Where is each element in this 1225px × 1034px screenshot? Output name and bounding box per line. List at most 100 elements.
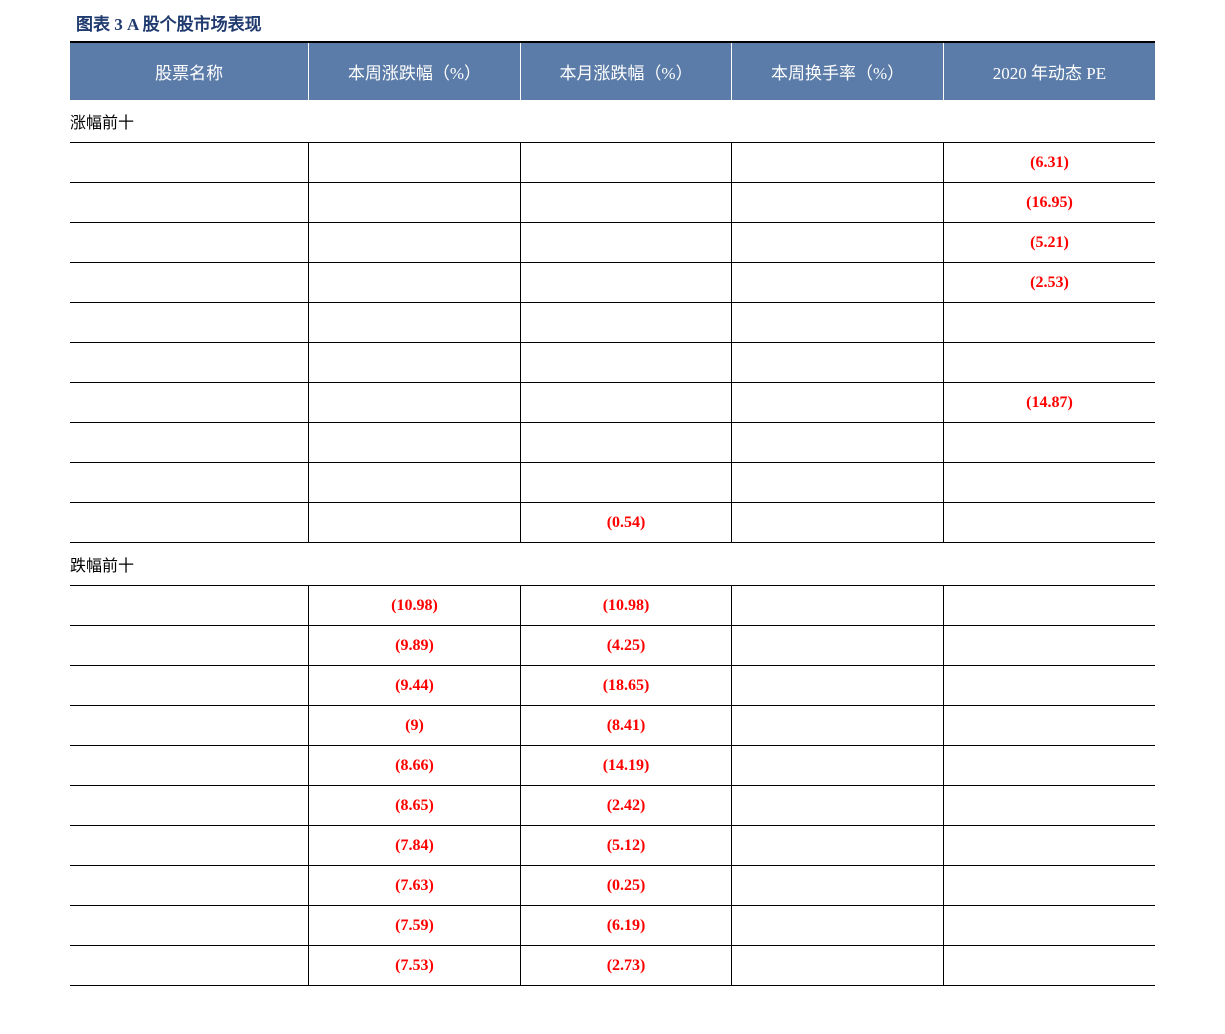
cell-pe bbox=[943, 906, 1155, 946]
cell-week-change: (10.98) bbox=[309, 586, 521, 626]
cell-stock-name bbox=[70, 626, 309, 666]
cell-week-change bbox=[309, 183, 521, 223]
cell-stock-name bbox=[70, 706, 309, 746]
cell-month-change: (8.41) bbox=[520, 706, 732, 746]
table-row: (7.84)(5.12) bbox=[70, 826, 1155, 866]
cell-pe bbox=[943, 423, 1155, 463]
cell-month-change bbox=[520, 143, 732, 183]
cell-month-change bbox=[520, 303, 732, 343]
cell-month-change: (0.25) bbox=[520, 866, 732, 906]
cell-month-change: (6.19) bbox=[520, 906, 732, 946]
cell-week-change bbox=[309, 263, 521, 303]
table-row: (8.65)(2.42) bbox=[70, 786, 1155, 826]
table-row: (0.54) bbox=[70, 503, 1155, 543]
cell-month-change: (18.65) bbox=[520, 666, 732, 706]
section-header-row: 跌幅前十 bbox=[70, 543, 1155, 586]
section-label: 涨幅前十 bbox=[70, 100, 1155, 143]
cell-stock-name bbox=[70, 786, 309, 826]
cell-turnover bbox=[732, 303, 944, 343]
table-row: (7.59)(6.19) bbox=[70, 906, 1155, 946]
cell-week-change: (7.63) bbox=[309, 866, 521, 906]
cell-pe bbox=[943, 866, 1155, 906]
cell-month-change: (2.73) bbox=[520, 946, 732, 986]
cell-turnover bbox=[732, 383, 944, 423]
chart-title: 图表 3 A 股个股市场表现 bbox=[70, 10, 1155, 35]
cell-month-change bbox=[520, 423, 732, 463]
cell-month-change: (4.25) bbox=[520, 626, 732, 666]
cell-stock-name bbox=[70, 666, 309, 706]
cell-turnover bbox=[732, 183, 944, 223]
cell-stock-name bbox=[70, 423, 309, 463]
cell-week-change: (7.84) bbox=[309, 826, 521, 866]
cell-turnover bbox=[732, 706, 944, 746]
table-row bbox=[70, 423, 1155, 463]
cell-turnover bbox=[732, 866, 944, 906]
cell-stock-name bbox=[70, 343, 309, 383]
cell-month-change bbox=[520, 183, 732, 223]
table-row: (7.53)(2.73) bbox=[70, 946, 1155, 986]
cell-stock-name bbox=[70, 906, 309, 946]
cell-pe: (5.21) bbox=[943, 223, 1155, 263]
cell-stock-name bbox=[70, 263, 309, 303]
cell-week-change: (9.89) bbox=[309, 626, 521, 666]
cell-turnover bbox=[732, 826, 944, 866]
table-row: (10.98)(10.98) bbox=[70, 586, 1155, 626]
table-row bbox=[70, 343, 1155, 383]
table-row: (8.66)(14.19) bbox=[70, 746, 1155, 786]
cell-week-change bbox=[309, 463, 521, 503]
table-row: (9.44)(18.65) bbox=[70, 666, 1155, 706]
table-row: (14.87) bbox=[70, 383, 1155, 423]
cell-turnover bbox=[732, 586, 944, 626]
cell-week-change: (9.44) bbox=[309, 666, 521, 706]
cell-pe: (2.53) bbox=[943, 263, 1155, 303]
cell-month-change: (14.19) bbox=[520, 746, 732, 786]
cell-turnover bbox=[732, 223, 944, 263]
table-body: 涨幅前十(6.31)(16.95)(5.21)(2.53) (14.87) (0.5… bbox=[70, 100, 1155, 986]
cell-week-change: (8.65) bbox=[309, 786, 521, 826]
cell-pe bbox=[943, 666, 1155, 706]
cell-month-change bbox=[520, 463, 732, 503]
cell-pe: (16.95) bbox=[943, 183, 1155, 223]
cell-week-change bbox=[309, 343, 521, 383]
cell-stock-name bbox=[70, 143, 309, 183]
cell-month-change: (0.54) bbox=[520, 503, 732, 543]
cell-stock-name bbox=[70, 586, 309, 626]
cell-week-change: (7.59) bbox=[309, 906, 521, 946]
col-header-name: 股票名称 bbox=[70, 42, 309, 100]
cell-stock-name bbox=[70, 746, 309, 786]
cell-stock-name bbox=[70, 303, 309, 343]
cell-turnover bbox=[732, 786, 944, 826]
cell-pe: (6.31) bbox=[943, 143, 1155, 183]
cell-turnover bbox=[732, 263, 944, 303]
cell-pe bbox=[943, 746, 1155, 786]
cell-pe bbox=[943, 503, 1155, 543]
cell-week-change: (9) bbox=[309, 706, 521, 746]
cell-month-change bbox=[520, 343, 732, 383]
cell-pe bbox=[943, 626, 1155, 666]
cell-month-change bbox=[520, 263, 732, 303]
table-row: (5.21) bbox=[70, 223, 1155, 263]
cell-pe bbox=[943, 786, 1155, 826]
section-label: 跌幅前十 bbox=[70, 543, 1155, 586]
cell-month-change: (2.42) bbox=[520, 786, 732, 826]
col-header-week-change: 本周涨跌幅（%） bbox=[309, 42, 521, 100]
stock-performance-table: 股票名称 本周涨跌幅（%） 本月涨跌幅（%） 本周换手率（%） 2020 年动态… bbox=[70, 41, 1155, 986]
cell-pe bbox=[943, 826, 1155, 866]
table-row: (7.63)(0.25) bbox=[70, 866, 1155, 906]
cell-pe bbox=[943, 343, 1155, 383]
col-header-pe: 2020 年动态 PE bbox=[943, 42, 1155, 100]
cell-week-change: (8.66) bbox=[309, 746, 521, 786]
table-header-row: 股票名称 本周涨跌幅（%） 本月涨跌幅（%） 本周换手率（%） 2020 年动态… bbox=[70, 42, 1155, 100]
cell-week-change bbox=[309, 143, 521, 183]
cell-week-change bbox=[309, 423, 521, 463]
table-row: (9.89)(4.25) bbox=[70, 626, 1155, 666]
cell-pe bbox=[943, 463, 1155, 503]
cell-turnover bbox=[732, 626, 944, 666]
cell-turnover bbox=[732, 143, 944, 183]
cell-turnover bbox=[732, 666, 944, 706]
cell-pe bbox=[943, 946, 1155, 986]
col-header-turnover: 本周换手率（%） bbox=[732, 42, 944, 100]
cell-pe bbox=[943, 303, 1155, 343]
section-header-row: 涨幅前十 bbox=[70, 100, 1155, 143]
cell-stock-name bbox=[70, 183, 309, 223]
